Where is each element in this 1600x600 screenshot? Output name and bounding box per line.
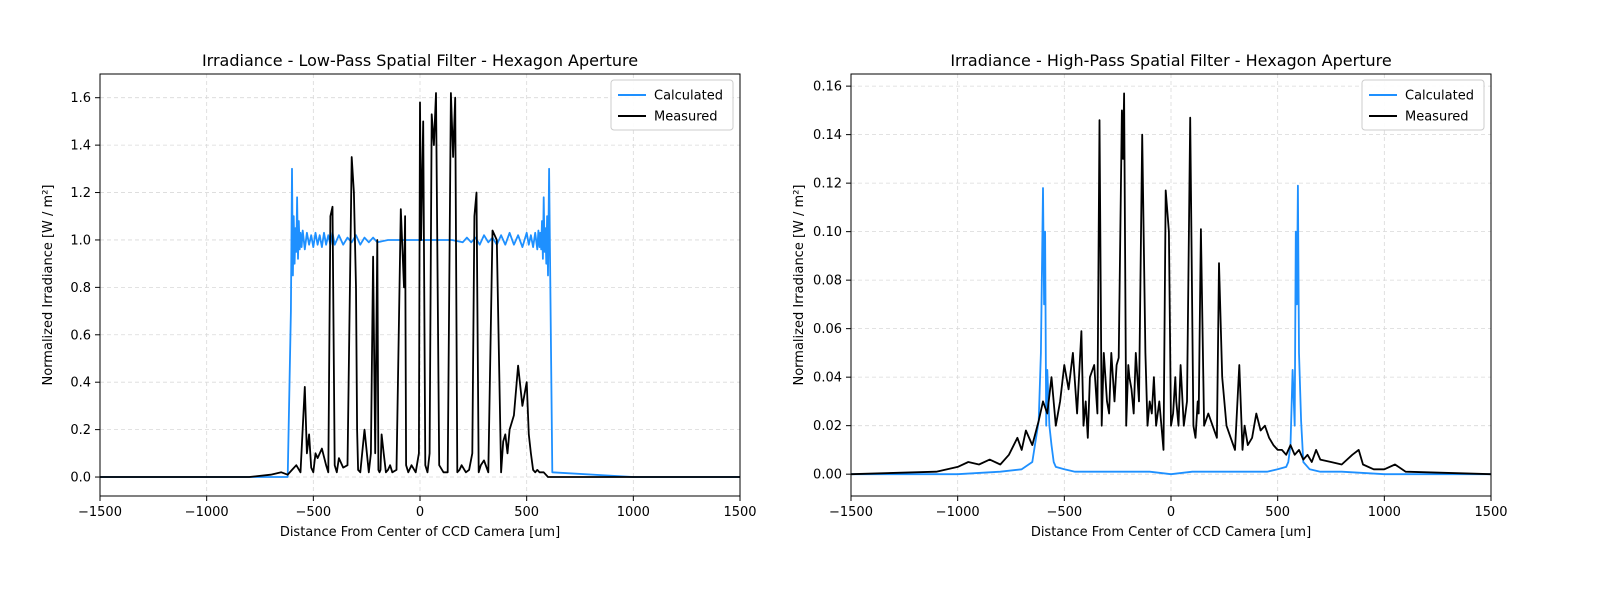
legend-box <box>1361 79 1485 131</box>
series-line-calculated <box>100 167 740 478</box>
y-tick-label: 0.16 <box>813 80 842 95</box>
series-layer <box>850 92 1492 476</box>
y-tick-label: 0.14 <box>813 128 842 143</box>
tick-marks: −1500 −1000 −500 0 500 1000 1500 0.0 0.2 0.4 0.6 0.… <box>70 91 756 520</box>
y-axis-label: Normalized Irradiance [W / m²] <box>792 185 807 386</box>
chart-title: Irradiance - Low-Pass Spatial Filter - H… <box>202 51 638 70</box>
y-tick-label: 0.0 <box>70 471 91 486</box>
x-tick-label: 1000 <box>1368 505 1401 520</box>
y-tick-label: 0.02 <box>813 419 842 434</box>
chart-low-pass: −1500 −1000 −500 0 500 1000 1500 0.0 0.2 0.4 0.6 0.… <box>41 51 757 540</box>
y-tick-label: 0.00 <box>813 468 842 483</box>
x-tick-label: 1500 <box>1474 505 1507 520</box>
y-tick-label: 0.08 <box>813 274 842 289</box>
y-tick-label: 1.0 <box>70 233 91 248</box>
x-axis-label: Distance From Center of CCD Camera [um] <box>280 525 560 540</box>
series-line-calculated <box>851 184 1491 476</box>
x-tick-label: −1500 <box>78 505 122 520</box>
series-line-measured <box>850 92 1492 476</box>
x-tick-label: −1500 <box>829 505 873 520</box>
legend-label-calculated: Calculated <box>654 89 723 104</box>
y-tick-label: 0.8 <box>70 281 91 296</box>
legend-label-measured: Measured <box>654 110 718 125</box>
y-axis-label: Normalized Irradiance [W / m²] <box>41 185 56 386</box>
y-tick-label: 1.4 <box>70 139 91 154</box>
x-tick-label: 500 <box>1265 505 1290 520</box>
x-tick-label: 1000 <box>617 505 650 520</box>
legend: Calculated Measured <box>610 79 734 131</box>
x-tick-label: −500 <box>1046 505 1082 520</box>
x-axis-label: Distance From Center of CCD Camera [um] <box>1031 525 1311 540</box>
y-tick-label: 0.06 <box>813 322 842 337</box>
x-tick-label: 0 <box>1167 505 1175 520</box>
x-tick-label: 1500 <box>723 505 756 520</box>
series-line-measured <box>100 92 740 478</box>
tick-marks: −1500 −1000 −500 0 500 1000 1500 0.00 0.02 0.04 0.… <box>813 80 1508 520</box>
y-tick-label: 0.04 <box>813 371 842 386</box>
legend-label-measured: Measured <box>1405 110 1469 125</box>
gridlines <box>850 74 1492 496</box>
legend: Calculated Measured <box>1361 79 1485 131</box>
legend-box <box>610 79 734 131</box>
y-tick-label: 1.2 <box>70 186 91 201</box>
legend-label-calculated: Calculated <box>1405 89 1474 104</box>
series-layer <box>100 92 740 478</box>
chart-title: Irradiance - High-Pass Spatial Filter - … <box>950 51 1391 70</box>
y-tick-label: 0.6 <box>70 328 91 343</box>
y-tick-label: 0.12 <box>813 177 842 192</box>
x-tick-label: −1000 <box>936 505 980 520</box>
y-tick-label: 0.4 <box>70 376 91 391</box>
x-tick-label: 500 <box>514 505 539 520</box>
x-tick-label: −1000 <box>185 505 229 520</box>
y-tick-label: 1.6 <box>70 91 91 106</box>
y-tick-label: 0.2 <box>70 423 91 438</box>
chart-high-pass: −1500 −1000 −500 0 500 1000 1500 0.00 0.02 0.04 0.… <box>792 51 1508 540</box>
x-tick-label: 0 <box>416 505 424 520</box>
x-tick-label: −500 <box>295 505 331 520</box>
y-tick-label: 0.10 <box>813 225 842 240</box>
